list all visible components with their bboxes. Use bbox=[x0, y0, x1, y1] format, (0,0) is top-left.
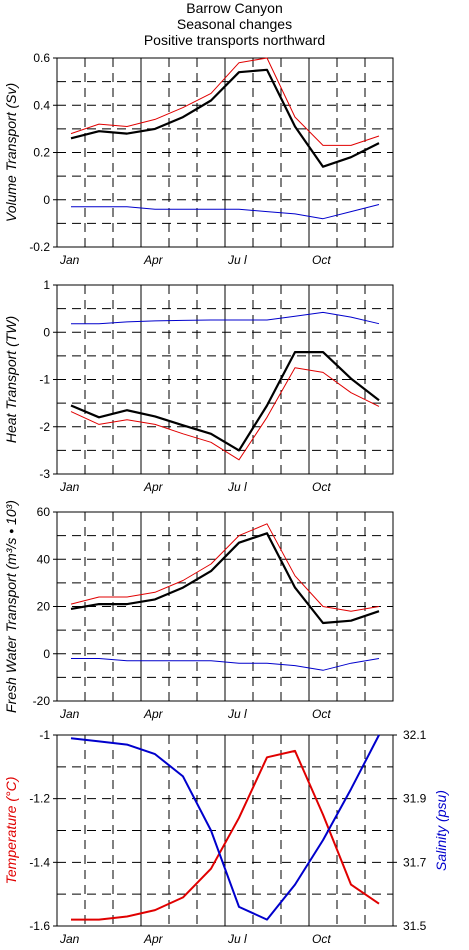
y-tick-label-right: 32.1 bbox=[403, 728, 427, 742]
y-tick-label: 0 bbox=[43, 325, 50, 339]
x-tick-label: Ju l bbox=[227, 480, 247, 494]
y-axis-label: Heat Transport (TW) bbox=[3, 316, 19, 443]
y-tick-label-right: 31.9 bbox=[403, 792, 427, 806]
y-tick-label: -2 bbox=[39, 420, 50, 434]
y-axis-label: Volume Transport (Sv) bbox=[3, 83, 19, 222]
y-tick-label: -1 bbox=[39, 728, 50, 742]
y-tick-label: 0.4 bbox=[33, 98, 50, 112]
y-tick-label: -3 bbox=[39, 467, 50, 481]
x-tick-label: Oct bbox=[312, 253, 331, 267]
x-tick-label: Apr bbox=[143, 480, 164, 494]
y-tick-label: 40 bbox=[37, 552, 51, 566]
series-line-red bbox=[70, 367, 380, 461]
series-line-blue bbox=[71, 658, 380, 671]
y-axis-label: Fresh Water Transport (m³/s • 10³) bbox=[3, 500, 19, 713]
y-tick-label: 0.2 bbox=[33, 146, 50, 160]
series-line-black bbox=[70, 351, 380, 452]
y-tick-label: 20 bbox=[37, 600, 51, 614]
x-tick-label: Apr bbox=[143, 932, 164, 946]
y-tick-label: -1.4 bbox=[29, 855, 50, 869]
series-line-blue bbox=[71, 311, 380, 325]
y-tick-label: -1.6 bbox=[29, 919, 50, 933]
y-tick-label: 1 bbox=[43, 278, 50, 292]
x-tick-label: Jan bbox=[59, 480, 80, 494]
y-axis-label-right: Salinity (psu) bbox=[433, 790, 449, 871]
x-tick-label: Ju l bbox=[227, 707, 247, 721]
x-tick-label: Oct bbox=[312, 707, 331, 721]
y-tick-label-right: 31.7 bbox=[403, 855, 427, 869]
y-tick-label: -0.2 bbox=[29, 240, 50, 254]
y-tick-label: -20 bbox=[33, 694, 51, 708]
title-line-3: Positive transports northward bbox=[143, 32, 326, 48]
x-tick-label: Oct bbox=[312, 480, 331, 494]
x-tick-label: Oct bbox=[312, 932, 331, 946]
title-line-2: Seasonal changes bbox=[176, 16, 293, 32]
y-tick-label: -1 bbox=[39, 373, 50, 387]
chart-title: Barrow Canyon Seasonal changes Positive … bbox=[0, 0, 469, 48]
series-line-blue bbox=[70, 734, 380, 921]
x-tick-label: Ju l bbox=[227, 932, 247, 946]
title-line-1: Barrow Canyon bbox=[186, 0, 283, 16]
x-tick-label: Jan bbox=[59, 932, 80, 946]
y-tick-label: 0.6 bbox=[33, 51, 50, 65]
series-line-red bbox=[70, 57, 380, 146]
y-tick-label: 0 bbox=[43, 193, 50, 207]
series-line-red bbox=[71, 749, 380, 921]
series-line-black bbox=[70, 68, 380, 168]
y-tick-label: 0 bbox=[43, 647, 50, 661]
series-line-red bbox=[70, 523, 380, 612]
y-tick-label: 60 bbox=[37, 505, 51, 519]
x-tick-label: Apr bbox=[143, 707, 164, 721]
series-line-black bbox=[70, 532, 380, 625]
x-tick-label: Jan bbox=[59, 253, 80, 267]
series-line-blue bbox=[71, 204, 380, 220]
y-tick-label: -1.2 bbox=[29, 792, 50, 806]
y-axis-label: Temperature (°C) bbox=[3, 777, 19, 885]
y-tick-label-right: 31.5 bbox=[403, 919, 427, 933]
plot-frame bbox=[56, 734, 394, 927]
x-tick-label: Jan bbox=[59, 707, 80, 721]
x-tick-label: Apr bbox=[143, 253, 164, 267]
x-tick-label: Ju l bbox=[227, 253, 247, 267]
